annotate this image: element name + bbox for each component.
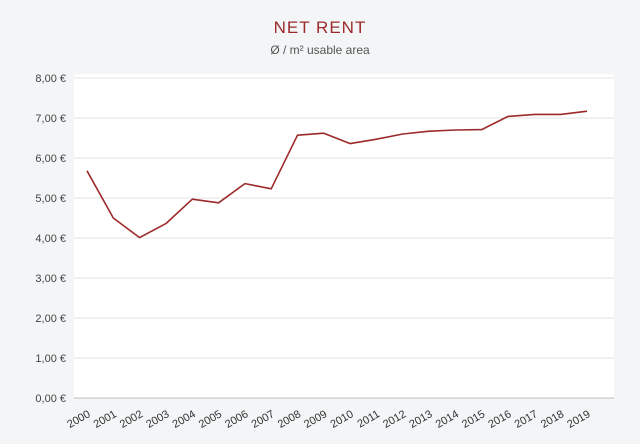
data-point xyxy=(295,132,301,138)
series-group xyxy=(84,108,590,241)
y-axis: 0,00 € 1,00 € 2,00 € 3,00 € 4,00 € 5,00 € 6,00… xyxy=(35,73,66,405)
series-line xyxy=(86,110,588,239)
data-point xyxy=(400,131,406,137)
data-point xyxy=(110,215,116,221)
x-tick-label: 2019 xyxy=(565,408,592,431)
x-tick-label: 2012 xyxy=(381,408,408,431)
data-point xyxy=(531,111,537,117)
x-tick-label: 2005 xyxy=(197,408,224,431)
x-tick-label: 2007 xyxy=(250,408,277,431)
y-tick-label: 1,00 € xyxy=(35,353,66,365)
x-axis: 2000 2001 2002 2003 2004 2005 2006 2007 2008 2009… xyxy=(65,408,592,431)
data-point xyxy=(505,113,511,119)
x-tick-label: 2001 xyxy=(92,408,119,431)
y-tick-label: 6,00 € xyxy=(35,153,66,165)
y-tick-label: 5,00 € xyxy=(35,193,66,205)
x-tick-label: 2014 xyxy=(434,408,461,431)
chart-subtitle: Ø / m² usable area xyxy=(270,43,370,57)
x-tick-label: 2017 xyxy=(513,408,540,431)
y-tick-label: 4,00 € xyxy=(35,233,66,245)
x-tick-label: 2011 xyxy=(355,408,381,430)
plot-area xyxy=(74,74,614,398)
data-point xyxy=(321,130,327,136)
x-tick-label: 2016 xyxy=(486,408,513,431)
x-tick-label: 2003 xyxy=(144,408,171,431)
x-tick-label: 2018 xyxy=(539,408,566,431)
x-tick-label: 2009 xyxy=(302,408,329,431)
x-tick-label: 2013 xyxy=(407,408,434,431)
grid-lines xyxy=(74,77,614,399)
y-tick-label: 7,00 € xyxy=(35,113,66,125)
data-point xyxy=(216,200,222,206)
data-point xyxy=(242,181,248,187)
x-tick-label: 2010 xyxy=(328,408,355,431)
x-tick-label: 2002 xyxy=(118,408,145,431)
data-point xyxy=(137,235,143,241)
data-point xyxy=(347,141,353,147)
data-point xyxy=(373,136,379,142)
data-point xyxy=(584,108,590,114)
data-point xyxy=(558,111,564,117)
data-point xyxy=(268,186,274,192)
data-point xyxy=(452,127,458,133)
data-point xyxy=(426,128,432,134)
data-point xyxy=(84,168,90,174)
y-tick-label: 8,00 € xyxy=(35,73,66,85)
y-tick-label: 2,00 € xyxy=(35,313,66,325)
x-tick-label: 2000 xyxy=(65,408,92,431)
x-tick-label: 2015 xyxy=(460,408,487,431)
x-tick-label: 2008 xyxy=(276,408,303,431)
y-tick-label: 3,00 € xyxy=(35,273,66,285)
chart-title: NET RENT xyxy=(273,18,367,37)
data-point xyxy=(163,221,169,227)
x-tick-label: 2004 xyxy=(171,408,198,431)
data-point xyxy=(189,196,195,202)
y-tick-label: 0,00 € xyxy=(35,393,66,405)
x-tick-label: 2006 xyxy=(223,408,250,431)
data-point xyxy=(479,127,485,133)
